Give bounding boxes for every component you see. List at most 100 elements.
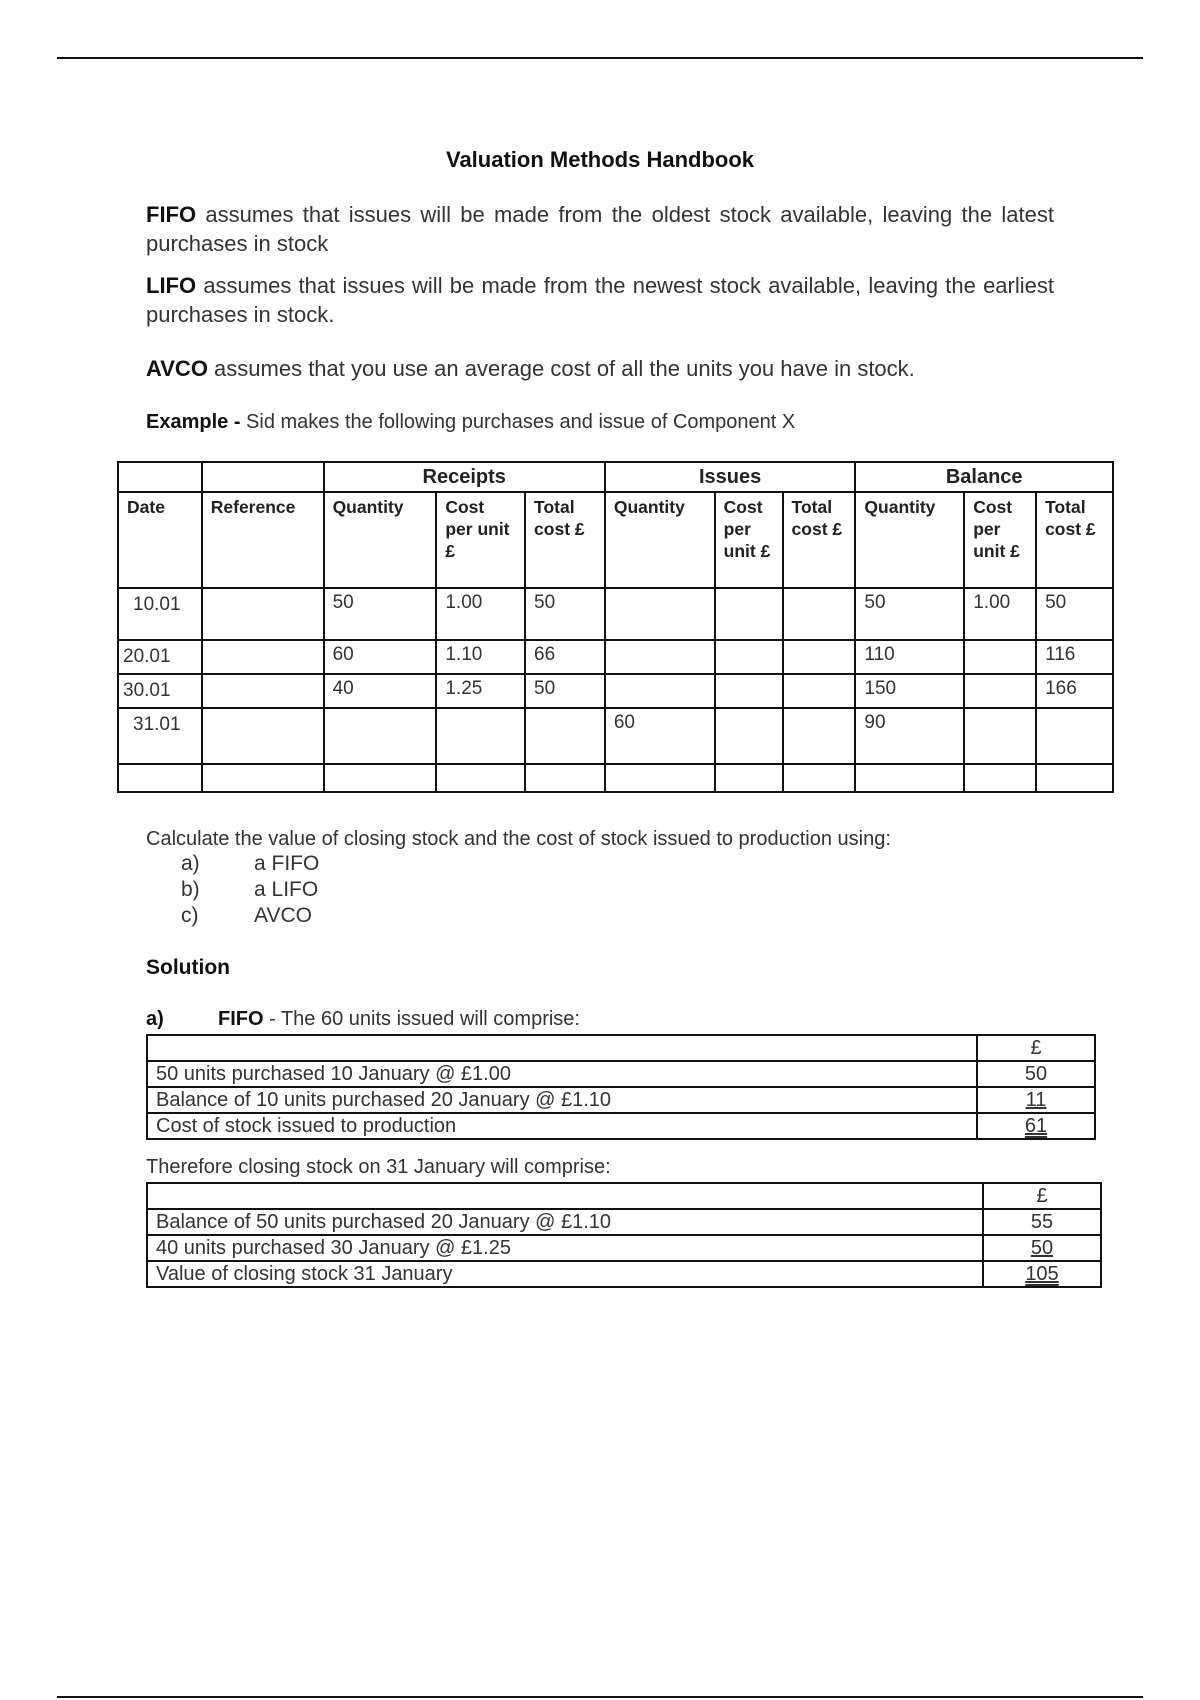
column-header: Reference — [200, 491, 325, 589]
table-cell: 60 — [603, 707, 716, 765]
column-header: Date — [117, 491, 203, 589]
table-cell: 10.01 — [117, 587, 203, 641]
closing-intro: Therefore closing stock on 31 January wi… — [146, 1156, 611, 1178]
column-header-row: Date Reference Quantity Cost per unit £ Tota… — [117, 491, 1114, 589]
fifo-heading: a) FIFO - The 60 units issued will compri… — [146, 1008, 580, 1031]
term: AVCO — [146, 356, 208, 381]
column-header: Total cost £ — [1035, 491, 1114, 589]
row-description: Cost of stock issued to production — [146, 1112, 978, 1140]
row-amount: 105 — [982, 1260, 1102, 1288]
group-balance: Balance — [854, 461, 1114, 493]
group-receipts: Receipts — [322, 461, 606, 493]
option-text: a FIFO — [254, 852, 320, 875]
table-row — [117, 763, 1114, 793]
table-cell: 20.01 — [117, 639, 203, 675]
amount-value: 11 — [1025, 1089, 1047, 1111]
table-cell — [200, 587, 325, 641]
amount-value: 61 — [1024, 1115, 1048, 1137]
table-cell — [781, 763, 857, 793]
table-cell — [435, 707, 527, 765]
table-row: Balance of 50 units purchased 20 January… — [146, 1208, 1102, 1236]
table-cell: 50 — [524, 673, 606, 709]
definition-text: assumes that issues will be made from th… — [146, 202, 1054, 256]
table-cell — [200, 673, 325, 709]
example-line: Example - Sid makes the following purcha… — [146, 411, 795, 434]
currency-header: £ — [982, 1182, 1102, 1210]
currency-header: £ — [976, 1034, 1096, 1062]
blank-cell — [146, 1182, 984, 1210]
question-text: Calculate the value of closing stock and… — [146, 828, 891, 850]
table-cell — [435, 763, 527, 793]
currency-row: £ — [146, 1034, 1096, 1062]
table-cell — [963, 707, 1038, 765]
table-cell — [322, 763, 438, 793]
row-description: 40 units purchased 30 January @ £1.25 — [146, 1234, 984, 1262]
section-text: - The 60 units issued will comprise: — [263, 1008, 580, 1030]
row-amount: 61 — [976, 1112, 1096, 1140]
row-amount: 50 — [976, 1060, 1096, 1088]
amount-value: 50 — [1024, 1063, 1048, 1085]
table-cell: 30.01 — [117, 673, 203, 709]
table-cell — [781, 707, 857, 765]
table-row: Cost of stock issued to production 61 — [146, 1112, 1096, 1140]
table-cell: 166 — [1035, 673, 1114, 709]
table-cell — [200, 707, 325, 765]
table-cell — [713, 639, 784, 675]
table-cell: 60 — [322, 639, 438, 675]
option-label: c) — [181, 904, 199, 927]
avco-definition: AVCO assumes that you use an average cos… — [146, 354, 1054, 383]
table-cell — [1035, 763, 1114, 793]
table-cell: 1.00 — [963, 587, 1038, 641]
table-row: 20.01 60 1.10 66 110 116 — [117, 639, 1114, 675]
amount-value: 55 — [1030, 1211, 1054, 1233]
table-cell — [781, 639, 857, 675]
table-cell — [322, 707, 438, 765]
term: LIFO — [146, 273, 197, 298]
table-cell: 1.00 — [435, 587, 527, 641]
table-cell — [200, 763, 325, 793]
page-title: Valuation Methods Handbook — [445, 147, 754, 172]
term: FIFO — [146, 202, 197, 227]
lifo-definition: LIFO assumes that issues will be made fr… — [146, 271, 1054, 329]
column-header: Cost per unit £ — [713, 491, 784, 589]
table-cell: 50 — [524, 587, 606, 641]
table-cell — [603, 763, 716, 793]
definition-text: assumes that issues will be made from th… — [146, 273, 1054, 327]
table-cell — [854, 763, 966, 793]
table-row: 30.01 40 1.25 50 150 166 — [117, 673, 1114, 709]
table-cell — [603, 639, 716, 675]
row-description: 50 units purchased 10 January @ £1.00 — [146, 1060, 978, 1088]
example-text: Sid makes the following purchases and is… — [240, 411, 796, 433]
table-cell: 150 — [854, 673, 966, 709]
blank-cell — [146, 1034, 978, 1062]
table-cell: 116 — [1035, 639, 1114, 675]
closing-stock-table: £ Balance of 50 units purchased 20 Januar… — [146, 1182, 1102, 1288]
table-cell: 50 — [322, 587, 438, 641]
column-header: Cost per unit £ — [435, 491, 527, 589]
table-row: 31.01 60 90 — [117, 707, 1114, 765]
column-header: Quantity — [322, 491, 438, 589]
table-cell: 1.25 — [435, 673, 527, 709]
table-cell — [1035, 707, 1114, 765]
row-amount: 11 — [976, 1086, 1096, 1114]
column-header: Quantity — [854, 491, 966, 589]
table-cell — [713, 763, 784, 793]
table-row: Value of closing stock 31 January 105 — [146, 1260, 1102, 1288]
table-cell: 40 — [322, 673, 438, 709]
table-cell — [781, 587, 857, 641]
table-cell — [713, 707, 784, 765]
currency-row: £ — [146, 1182, 1102, 1210]
table-cell — [963, 639, 1038, 675]
table-cell: 90 — [854, 707, 966, 765]
table-cell — [603, 673, 716, 709]
option-text: AVCO — [254, 904, 312, 927]
section-label: a) — [146, 1008, 164, 1030]
definition-text: assumes that you use an average cost of … — [207, 356, 915, 381]
option-label: a) — [181, 852, 200, 875]
option-label: b) — [181, 878, 200, 901]
table-row: 50 units purchased 10 January @ £1.00 50 — [146, 1060, 1096, 1088]
row-amount: 50 — [982, 1234, 1102, 1262]
table-cell: 50 — [1035, 587, 1114, 641]
group-header-row: Receipts Issues Balance — [117, 461, 1114, 493]
table-cell — [713, 673, 784, 709]
